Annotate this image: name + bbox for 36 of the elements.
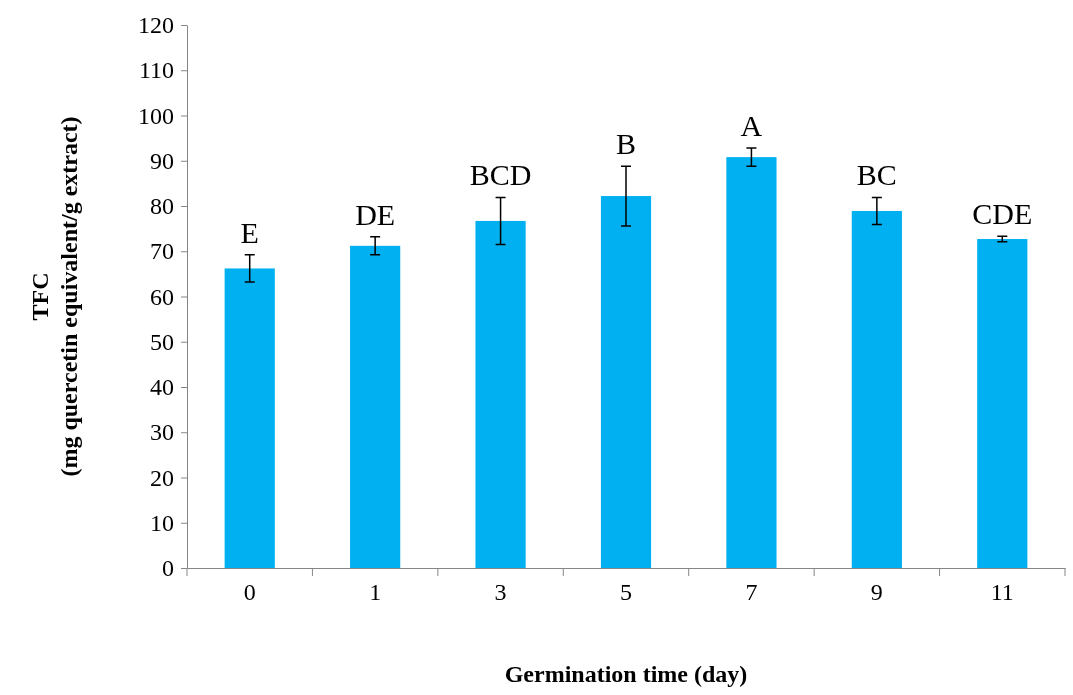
annotation: BCD	[469, 158, 532, 192]
x-tick-label: 7	[745, 578, 758, 605]
y-tick-label: 40	[150, 374, 174, 401]
bar	[977, 239, 1028, 568]
y-tick-label: 50	[150, 328, 174, 355]
x-tick-label: 1	[369, 578, 382, 605]
annotation: BC	[856, 158, 897, 192]
y-tick-label: 0	[162, 555, 174, 582]
annotation: CDE	[972, 197, 1033, 231]
x-tick-label: 0	[243, 578, 256, 605]
annotation: B	[615, 127, 637, 161]
bar	[600, 196, 652, 568]
y-tick-label: 100	[138, 102, 174, 129]
x-tick-label: 9	[870, 578, 883, 605]
x-tick-label: 11	[990, 578, 1014, 605]
x-tick-label: 3	[494, 578, 507, 605]
x-axis-title: Germination time (day)	[504, 661, 748, 687]
bar	[350, 245, 401, 568]
bar	[475, 220, 526, 568]
bar	[726, 157, 777, 568]
y-tick-label: 90	[150, 147, 174, 174]
y-tick-label: 80	[150, 193, 174, 220]
y-tick-label: 110	[138, 57, 174, 84]
y-axis-title: TFC (mg quercetin equivalent/g extract)	[27, 116, 82, 477]
bar	[851, 210, 902, 568]
y-tick-label: 10	[150, 509, 174, 536]
y-tick-label: 30	[150, 419, 174, 446]
annotation: E	[240, 215, 259, 249]
annotation: A	[740, 109, 763, 143]
bar	[224, 268, 275, 568]
y-tick-label: 20	[150, 464, 174, 491]
y-tick-label: 70	[150, 238, 174, 265]
x-tick-label: 5	[620, 578, 632, 605]
y-tick-label: 60	[150, 283, 174, 310]
y-tick-label: 120	[138, 12, 174, 39]
annotation: DE	[355, 197, 396, 231]
